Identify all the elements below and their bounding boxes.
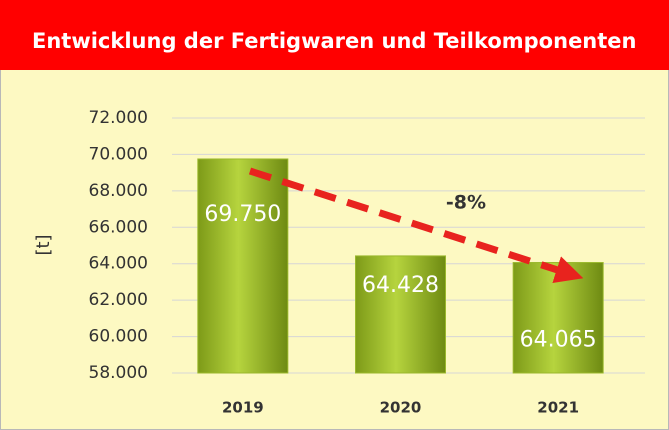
y-tick-label: 58.000 xyxy=(89,363,148,383)
y-tick-label: 66.000 xyxy=(89,217,148,237)
x-tick-label: 2021 xyxy=(537,399,579,417)
header xyxy=(0,0,669,70)
bar xyxy=(512,262,604,374)
x-tick-label: 2020 xyxy=(380,399,422,417)
trend-arrow xyxy=(248,167,584,284)
x-tick-label: 2019 xyxy=(222,399,264,417)
y-tick-label: 72.000 xyxy=(89,108,148,128)
plot: 58.000 60.000 62.000 64.000 66.000 68.000 70.0… xyxy=(89,108,645,417)
bar xyxy=(355,255,446,374)
y-tick-label: 70.000 xyxy=(89,144,148,164)
value-label: 64.428 xyxy=(362,273,439,298)
y-tick-label: 68.000 xyxy=(89,181,148,201)
y-tick-label: 62.000 xyxy=(89,290,148,310)
y-axis-label: [t] xyxy=(33,234,54,255)
value-label: 64.065 xyxy=(520,328,597,353)
y-tick-label: 64.000 xyxy=(89,254,148,274)
annotation: -8% xyxy=(446,192,486,214)
chart-title: Entwicklung der Fertigwaren und Teilkomp… xyxy=(32,29,637,53)
value-label: 69.750 xyxy=(204,202,281,227)
y-tick-label: 60.000 xyxy=(89,327,148,347)
bar xyxy=(197,158,289,374)
